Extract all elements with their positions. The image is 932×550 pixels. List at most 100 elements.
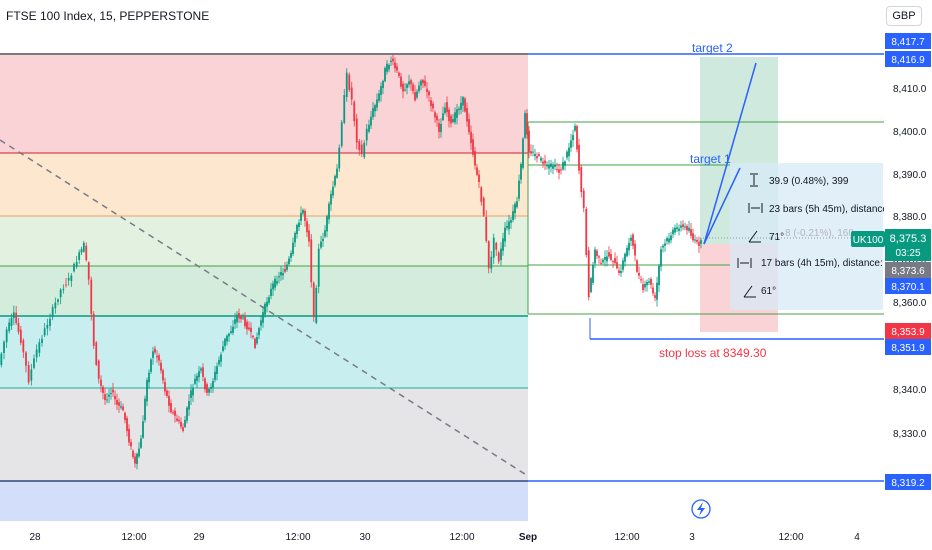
candle-body: [482, 197, 485, 216]
measure-angle-bottom: 61°: [761, 286, 776, 297]
candle-body: [668, 238, 670, 243]
candle-body: [508, 221, 510, 230]
candle-body: [108, 394, 110, 397]
candle-body: [622, 260, 624, 270]
candle-body: [158, 355, 160, 361]
candle-body: [202, 367, 204, 377]
level-lines[interactable]: [527, 53, 884, 482]
candle-body: [150, 359, 152, 372]
candle-body: [236, 314, 238, 323]
width-icon-2: [737, 258, 752, 268]
fib-zone-blue: [0, 481, 528, 521]
dashed-trendline[interactable]: [0, 139, 529, 477]
candle-body: [386, 63, 388, 72]
candle-body: [264, 303, 266, 315]
candle-body: [485, 216, 488, 241]
time-axis[interactable]: 28 12:00 29 12:00 30 12:00 Sep 12:00 3 12:00 4: [0, 522, 884, 550]
candle-body: [206, 384, 208, 393]
candle-body: [550, 163, 552, 167]
candle-body: [190, 390, 192, 399]
candle-body: [17, 322, 20, 332]
candle-body: [684, 226, 686, 228]
candle-body: [132, 450, 134, 458]
price-label: 8,417.7: [885, 33, 931, 49]
candle-body: [340, 122, 343, 146]
price-labels: 8,417.7 8,416.9 8,370.1 8,373.6 8,353.9 8,351…: [885, 33, 931, 490]
target2-projection-line[interactable]: [703, 62, 757, 245]
candle-body: [528, 130, 530, 153]
candle-body: [112, 389, 114, 393]
candle-body: [644, 284, 646, 288]
candle-body: [686, 225, 688, 231]
candle-body: [510, 220, 512, 223]
symbol-label: UK100: [853, 235, 884, 246]
candle-body: [402, 83, 404, 92]
candle-body: [648, 281, 650, 283]
current-price-badge[interactable]: UK100 8,375.3 03:25: [851, 229, 931, 261]
candle-body: [666, 237, 668, 242]
candle-body: [49, 318, 51, 326]
angle-icon: [748, 230, 761, 243]
candle-body: [532, 151, 534, 153]
candle-body: [690, 229, 692, 236]
stop-loss-label[interactable]: stop loss at 8349.30: [659, 346, 767, 360]
candle-body: [140, 438, 142, 448]
target1-projection-line[interactable]: [703, 167, 741, 245]
time-tick: 3: [689, 532, 695, 543]
candle-body: [284, 268, 286, 272]
candle-body: [572, 135, 574, 141]
candle-body: [182, 427, 184, 431]
time-tick: 12:00: [121, 532, 146, 543]
measure-hidden-text: 8 (-0.21%), 160: [785, 228, 854, 239]
candle-body: [260, 320, 262, 326]
candle-body: [288, 258, 290, 265]
candle-body: [298, 222, 300, 228]
chart-title[interactable]: FTSE 100 Index, 15, PEPPERSTONE: [6, 9, 210, 23]
candle-body: [174, 410, 176, 416]
candle-body: [266, 301, 268, 307]
lightning-icon[interactable]: [691, 499, 711, 519]
candle-body: [258, 328, 260, 336]
target2-label[interactable]: target 2: [692, 41, 733, 55]
candle-body: [516, 201, 518, 208]
candle-body: [330, 193, 332, 205]
candle-body: [25, 352, 27, 366]
candle-body: [22, 340, 25, 353]
candle-body: [536, 156, 538, 159]
candle-body: [568, 147, 570, 157]
candle-body: [672, 229, 674, 235]
fib-zone-red: [0, 54, 528, 153]
fib-zones: [0, 54, 528, 521]
candle-body: [616, 262, 618, 269]
candle-body: [444, 107, 446, 114]
svg-text:8,351.9: 8,351.9: [891, 343, 925, 354]
currency-button[interactable]: GBP: [886, 6, 922, 26]
candle-body: [404, 89, 406, 91]
candle-body: [180, 421, 182, 427]
candle-body: [634, 243, 636, 256]
candle-body: [212, 381, 214, 388]
candle-body: [700, 240, 702, 244]
candle-body: [526, 113, 528, 135]
candle-body: [142, 421, 144, 438]
candle-body: [326, 216, 328, 232]
candle-body: [126, 418, 128, 431]
candle-body: [304, 210, 306, 221]
candle-body: [322, 238, 324, 242]
candle-body: [640, 279, 642, 281]
candle-body: [343, 94, 346, 123]
candle-body: [490, 256, 493, 269]
target1-label[interactable]: target 1: [690, 152, 731, 166]
candle-body: [398, 72, 400, 76]
candle-body: [240, 315, 242, 320]
candle-body: [184, 419, 186, 428]
candle-body: [228, 333, 230, 337]
candle-body: [82, 242, 85, 252]
candle-body: [248, 327, 250, 330]
candle-body: [188, 401, 190, 410]
candle-body: [442, 113, 444, 121]
candle-body: [470, 131, 472, 144]
candle-body: [338, 147, 341, 169]
